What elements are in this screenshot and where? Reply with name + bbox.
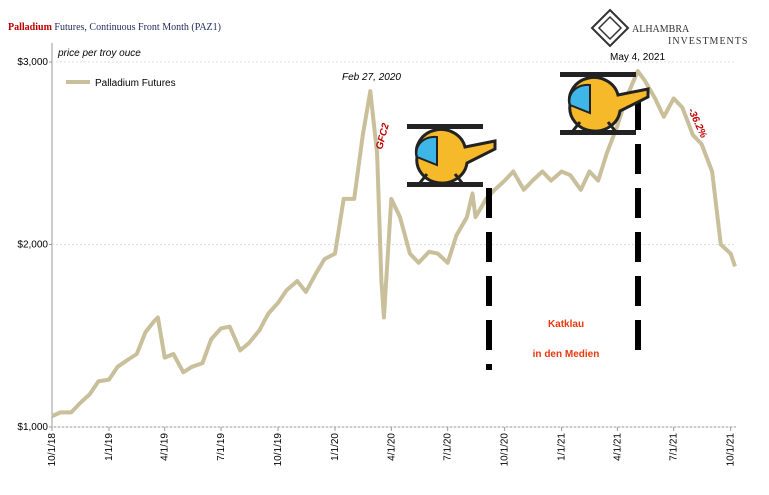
y-tick-label: $2,000 xyxy=(17,240,48,251)
x-tick-label: 7/1/19 xyxy=(216,433,227,461)
y-tick-label: $1,000 xyxy=(17,422,48,433)
price-line xyxy=(51,69,737,418)
title-rest: Futures, Continuous Front Month (PAZ1) xyxy=(54,22,221,33)
x-tick-label: 7/1/21 xyxy=(669,433,680,461)
x-tick-label: 10/1/18 xyxy=(47,433,58,467)
annotation: Katklau xyxy=(548,319,584,330)
helicopter-icon xyxy=(407,124,497,187)
chart-title: Palladium Futures, Continuous Front Mont… xyxy=(8,22,221,33)
annotation: GFC2 xyxy=(374,122,392,151)
helicopter-icon xyxy=(560,72,650,135)
x-tick-label: 1/1/19 xyxy=(104,433,115,461)
y-axis-label: price per troy ouce xyxy=(57,48,141,59)
legend: Palladium Futures xyxy=(66,78,176,89)
x-tick-label: 10/1/19 xyxy=(273,433,284,467)
annotation: in den Medien xyxy=(533,349,600,360)
x-tick-label: 10/1/21 xyxy=(726,433,737,467)
y-tick-label: $3,000 xyxy=(17,57,48,68)
brand-sub: INVESTMENTS xyxy=(668,36,748,47)
annotation: May 4, 2021 xyxy=(610,52,665,63)
annotation: Feb 27, 2020 xyxy=(342,72,401,83)
x-tick-label: 4/1/19 xyxy=(160,433,171,461)
x-tick-label: 4/1/21 xyxy=(612,433,623,461)
title-highlight: Palladium xyxy=(8,22,53,33)
x-tick-label: 1/1/20 xyxy=(330,433,341,461)
x-tick-label: 10/1/20 xyxy=(500,433,511,467)
x-tick-label: 1/1/21 xyxy=(557,433,568,461)
brand-name: ALHAMBRA xyxy=(632,24,690,35)
legend-label: Palladium Futures xyxy=(95,78,176,89)
x-tick-label: 4/1/20 xyxy=(386,433,397,461)
logo: ALHAMBRA INVESTMENTS xyxy=(590,8,748,48)
plot xyxy=(51,61,737,428)
x-tick-label: 7/1/20 xyxy=(443,433,454,461)
